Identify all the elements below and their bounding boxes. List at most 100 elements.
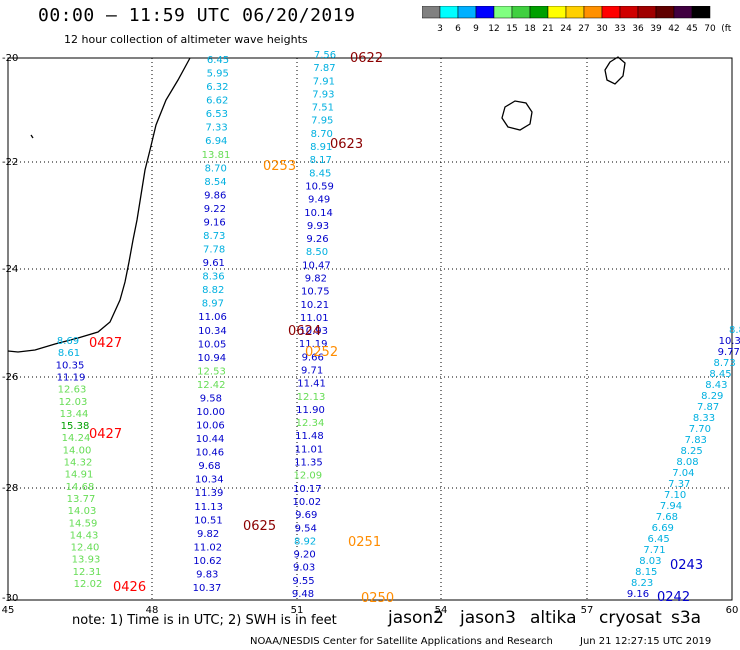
wave-height-value: 9.54 — [295, 523, 317, 534]
wave-height-value: 11.06 — [198, 312, 227, 323]
scale-label: 30 — [596, 24, 608, 34]
wave-height-value: 9.49 — [308, 195, 330, 206]
wave-height-value: 14.59 — [69, 518, 98, 529]
wave-height-value: 10.05 — [198, 339, 227, 350]
wave-height-value: 10.37 — [193, 583, 222, 594]
wave-height-value: 12.02 — [74, 579, 103, 590]
wave-height-value: 11.41 — [297, 379, 326, 390]
lon-tick-label: 57 — [581, 605, 594, 616]
wave-height-value: 7.51 — [312, 103, 334, 114]
generated-timestamp: Jun 21 12:27:15 UTC 2019 — [580, 636, 712, 647]
scale-label: 24 — [560, 24, 572, 34]
wave-height-value: 7.33 — [205, 123, 227, 134]
scale-swatch — [619, 6, 639, 19]
credit-line: NOAA/NESDIS Center for Satellite Applica… — [250, 636, 553, 647]
wave-height-value: 7.04 — [672, 468, 694, 479]
pass-time-label: 0623 — [330, 137, 363, 152]
scale-label: 15 — [506, 24, 517, 34]
wave-height-value: 10.62 — [193, 556, 222, 567]
wave-height-value: 9.82 — [197, 529, 219, 540]
wave-height-value: 7.94 — [660, 501, 682, 512]
wave-height-value: 9.22 — [204, 204, 226, 215]
scale-label: 45 — [686, 24, 697, 34]
wave-height-value: 8.50 — [306, 247, 328, 258]
scale-label: 21 — [542, 24, 553, 34]
wave-height-value: 9.61 — [203, 258, 225, 269]
lon-tick-label: 60 — [726, 605, 739, 616]
wave-height-value: 8.73 — [203, 231, 225, 242]
wave-height-value: 11.01 — [295, 444, 324, 455]
wave-height-value: 6.45 — [207, 55, 229, 66]
wave-height-value: 8.33 — [693, 413, 715, 424]
wave-height-value: 7.83 — [685, 435, 707, 446]
lon-tick-label: 45 — [2, 605, 15, 616]
wave-height-value: 8.45 — [309, 168, 331, 179]
scale-label: 12 — [488, 24, 499, 34]
wave-height-value: 11.13 — [194, 502, 223, 513]
wave-height-value: 8.15 — [635, 567, 657, 578]
pass-time-label: 0624 — [288, 324, 321, 339]
scale-label: 42 — [668, 24, 679, 34]
wave-height-value: 12.53 — [197, 366, 226, 377]
wave-height-value: 10.17 — [293, 484, 322, 495]
wave-height-value: 12.13 — [297, 392, 326, 403]
scale-label: 18 — [524, 24, 536, 34]
scale-label: 70 — [704, 24, 716, 34]
scale-swatch — [422, 6, 441, 19]
scale-label: (ft) — [721, 24, 732, 34]
wave-height-value: 9.20 — [293, 550, 315, 561]
wave-height-value: 10.75 — [301, 287, 330, 298]
pass-time-label: 0251 — [348, 535, 381, 550]
wave-height-value: 14.03 — [68, 506, 97, 517]
wave-height-value: 13.93 — [72, 555, 101, 566]
wave-height-value: 9.69 — [295, 510, 317, 521]
scale-swatch — [493, 6, 513, 19]
wave-height-value: 8.36 — [202, 272, 224, 283]
wave-height-value: 5.95 — [207, 69, 229, 80]
pass-time-label: 0243 — [670, 558, 703, 573]
wave-height-value: 8.92 — [294, 536, 316, 547]
scale-label: 36 — [632, 24, 644, 34]
wave-height-value: 11.19 — [57, 372, 86, 383]
lat-tick-label: -24 — [2, 264, 18, 275]
wave-height-value: 10.44 — [196, 434, 225, 445]
wave-height-value: 9.77 — [718, 347, 740, 358]
wave-height-value: 11.39 — [195, 488, 224, 499]
wave-height-value: 12.40 — [71, 543, 100, 554]
wave-height-value: 12.31 — [73, 567, 102, 578]
scale-swatch — [673, 6, 693, 19]
wave-height-value: 7.87 — [313, 63, 335, 74]
wave-height-value: 8.70 — [205, 163, 227, 174]
wave-height-value: 7.95 — [311, 116, 333, 127]
scale-swatch — [691, 6, 711, 19]
scale-swatch — [637, 6, 657, 19]
map-title: 00:00 – 11:59 UTC 06/20/2019 — [38, 5, 356, 26]
pass-time-label: 0242 — [657, 590, 690, 605]
wave-height-value: 11.90 — [296, 405, 325, 416]
lat-tick-label: -30 — [2, 593, 18, 604]
wave-height-value: 14.00 — [63, 445, 92, 456]
wave-height-value: 8.25 — [680, 446, 702, 457]
pass-time-label: 0250 — [361, 591, 394, 606]
wave-height-value: 8.8 — [729, 325, 740, 336]
lon-tick-label: 51 — [291, 605, 304, 616]
scale-swatch — [601, 6, 621, 19]
scale-label: 9 — [473, 24, 479, 34]
scale-label: 39 — [650, 24, 662, 34]
wave-height-value: 7.87 — [697, 402, 719, 413]
pass-time-label: 0622 — [350, 51, 383, 66]
wave-height-value: 7.91 — [313, 76, 335, 87]
wave-height-value: 12.34 — [296, 418, 325, 429]
scale-swatch — [655, 6, 675, 19]
wave-height-value: 8.69 — [57, 336, 79, 347]
wave-height-value: 8.61 — [58, 348, 80, 359]
wave-height-value: 8.70 — [311, 129, 333, 140]
legend-jason2: jason2 — [388, 608, 444, 628]
scale-swatch — [547, 6, 567, 19]
wave-height-value: 7.56 — [314, 50, 336, 61]
wave-height-value: 9.71 — [301, 366, 323, 377]
wave-height-value: 9.48 — [292, 589, 314, 600]
pass-time-label: 0427 — [89, 336, 122, 351]
scale-swatch — [511, 6, 531, 19]
